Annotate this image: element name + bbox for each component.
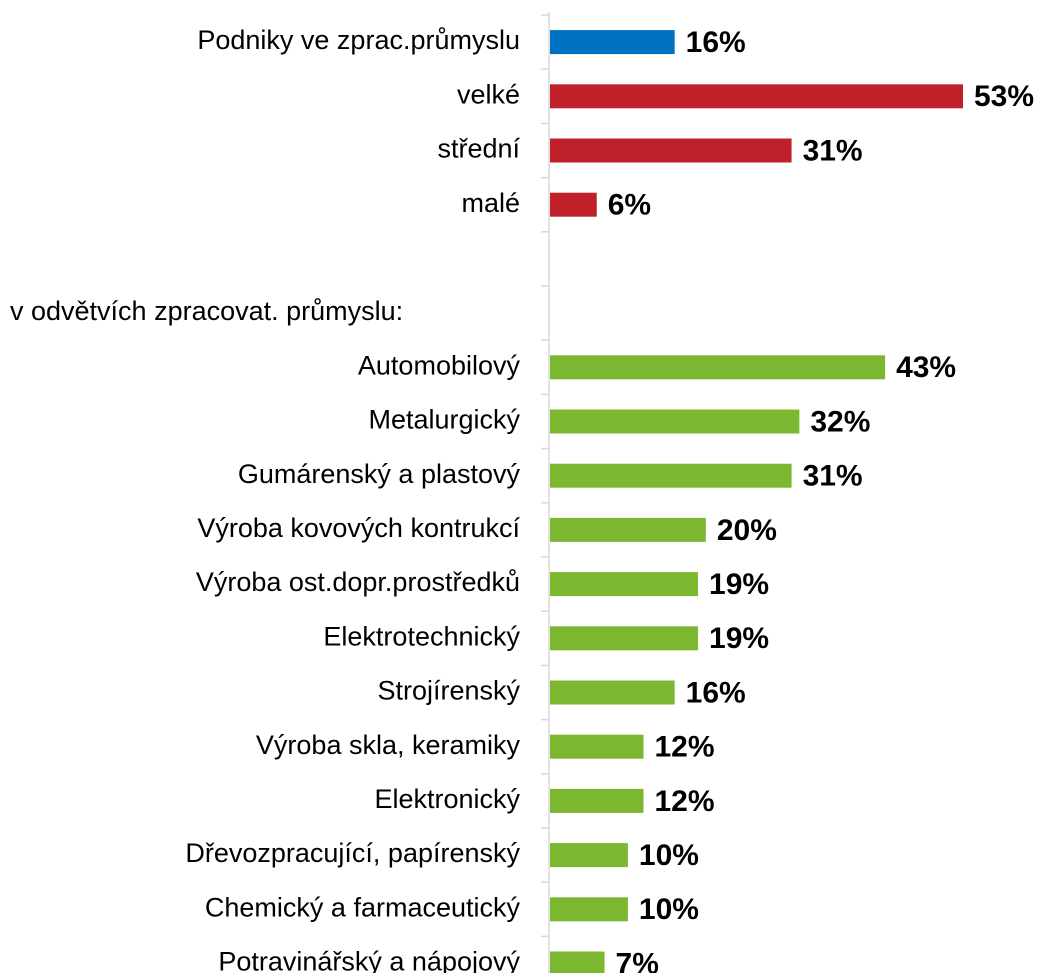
value-label: 19%: [709, 622, 769, 655]
bar: [550, 734, 644, 759]
bar: [550, 192, 597, 217]
bar: [550, 30, 675, 55]
bar: [550, 84, 963, 109]
bar: [550, 788, 644, 813]
category-label: Metalurgický: [368, 405, 520, 435]
bar: [550, 897, 628, 922]
value-label: 7%: [616, 947, 659, 973]
value-label: 10%: [639, 893, 699, 926]
bar: [550, 138, 792, 163]
value-label: 12%: [655, 785, 715, 818]
value-label: 12%: [655, 731, 715, 764]
category-label: Elektrotechnický: [323, 621, 520, 651]
category-label: Výroba skla, keramiky: [256, 730, 521, 760]
category-label: Dřevozpracující, papírenský: [185, 838, 520, 868]
value-label: 43%: [896, 351, 956, 384]
value-label: 16%: [686, 26, 746, 59]
value-label: 10%: [639, 839, 699, 872]
value-label: 32%: [810, 405, 870, 438]
category-label: velké: [457, 79, 520, 109]
bar: [550, 409, 800, 434]
category-label: Gumárenský a plastový: [238, 459, 521, 489]
bar: [550, 355, 886, 380]
category-label: Chemický a farmaceutický: [205, 892, 521, 922]
bar: [550, 572, 699, 597]
category-label: Potravinářský a nápojový: [218, 947, 520, 973]
bar: [550, 680, 675, 705]
value-label: 16%: [686, 676, 746, 709]
value-label: 53%: [974, 80, 1034, 113]
category-label: střední: [437, 134, 520, 164]
category-label: Výroba ost.dopr.prostředků: [196, 567, 520, 597]
bar: [550, 843, 628, 868]
category-label: Elektronický: [374, 784, 520, 814]
category-label: malé: [461, 188, 520, 218]
category-label: v odvětvích zpracovat. průmyslu:: [10, 296, 403, 326]
value-label: 6%: [608, 189, 651, 222]
bar: [550, 517, 706, 542]
value-label: 20%: [717, 514, 777, 547]
category-label: Výroba kovových kontrukcí: [197, 513, 520, 543]
value-label: 31%: [803, 460, 863, 493]
bar: [550, 463, 792, 488]
bar: [550, 626, 699, 651]
value-label: 31%: [803, 134, 863, 167]
category-label: Automobilový: [358, 350, 521, 380]
category-label: Strojírenský: [377, 676, 520, 706]
value-label: 19%: [709, 568, 769, 601]
category-label: Podniky ve zprac.průmyslu: [197, 25, 520, 55]
bar: [550, 951, 605, 973]
